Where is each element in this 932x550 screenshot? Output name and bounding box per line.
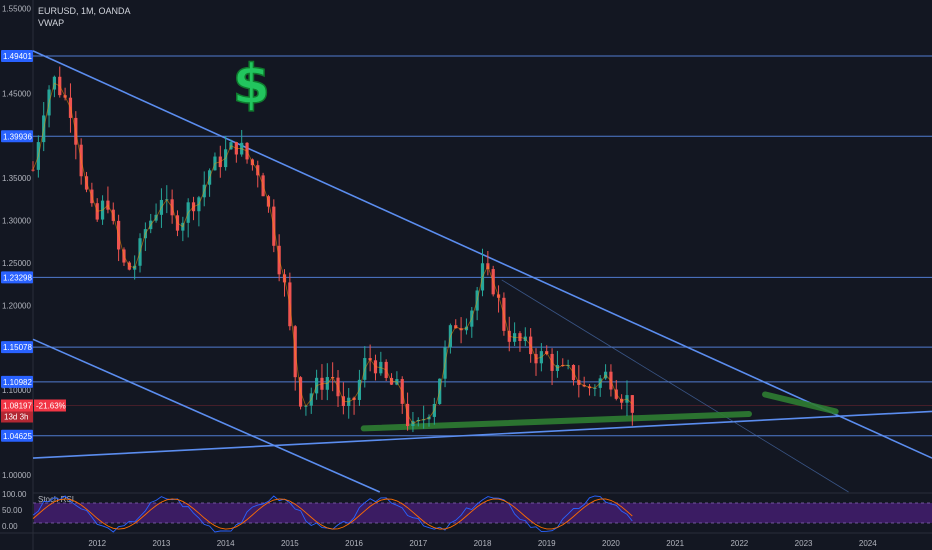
x-tick-label: 2015: [281, 539, 299, 548]
x-tick-label: 2012: [88, 539, 106, 548]
y-tick-label: 1.55000: [2, 4, 31, 13]
level-tag-label: 1.10982: [3, 378, 32, 387]
chart-legend: EURUSD, 1M, OANDA VWAP: [38, 5, 131, 29]
y-tick-label: 1.00000: [2, 471, 31, 480]
trendline-rising-support: [32, 410, 932, 459]
stoch-rsi-label: Stoch RSI: [38, 495, 75, 504]
x-tick-label: 2021: [666, 539, 684, 548]
price-change-tag: [34, 399, 66, 412]
y-tick-label: 1.35000: [2, 174, 31, 183]
stoch-d-line: [32, 498, 633, 530]
y-tick-label: 1.20000: [2, 301, 31, 310]
level-tag-label: 1.49401: [3, 52, 32, 61]
x-tick-label: 2018: [474, 539, 492, 548]
indicator-label: VWAP: [38, 18, 65, 28]
x-tick-label: 2019: [538, 539, 556, 548]
current-price-label: 1.08197: [3, 402, 32, 411]
trendline-lower-channel: [32, 338, 381, 493]
countdown-label: 13d 3h: [4, 413, 28, 422]
rsi-tick-label: 100.00: [2, 490, 27, 499]
y-tick-label: 1.45000: [2, 89, 31, 98]
symbol-title: EURUSD, 1M, OANDA: [38, 6, 131, 16]
level-tag: [1, 429, 33, 442]
vwap-line: [32, 82, 633, 425]
level-tag: [1, 130, 33, 143]
candle-body: [630, 395, 634, 413]
x-tick-label: 2020: [602, 539, 620, 548]
x-tick-label: 2016: [345, 539, 363, 548]
current-price-tag: [1, 399, 33, 412]
x-tick-label: 2024: [859, 539, 877, 548]
y-tick-label: 1.25000: [2, 259, 31, 268]
trendline-faint-projection: [501, 279, 849, 493]
y-tick-label: 1.30000: [2, 217, 31, 226]
level-tag: [1, 271, 33, 284]
price-change-label: -21.63%: [36, 402, 66, 411]
green-zone: [360, 410, 752, 432]
x-tick-label: 2023: [795, 539, 813, 548]
level-tag-label: 1.15078: [3, 343, 32, 352]
level-tag: [1, 49, 33, 62]
countdown-tag: [1, 411, 33, 423]
rsi-tick-label: 50.00: [2, 506, 23, 515]
y-tick-label: 1.10000: [2, 386, 31, 395]
green-zone: [762, 391, 839, 415]
x-tick-label: 2022: [730, 539, 748, 548]
level-tag: [1, 341, 33, 354]
x-tick-label: 2014: [217, 539, 235, 548]
dollar-sign-annotation: $: [233, 53, 271, 116]
level-tag-label: 1.23298: [3, 273, 32, 282]
x-tick-label: 2017: [409, 539, 427, 548]
rsi-tick-label: 0.00: [2, 522, 18, 531]
x-tick-label: 2013: [153, 539, 171, 548]
candle-body: [31, 169, 35, 171]
level-tag: [1, 375, 33, 388]
rsi-band: [34, 503, 932, 523]
level-tag-label: 1.39936: [3, 132, 32, 141]
level-tag-label: 1.04625: [3, 432, 32, 441]
